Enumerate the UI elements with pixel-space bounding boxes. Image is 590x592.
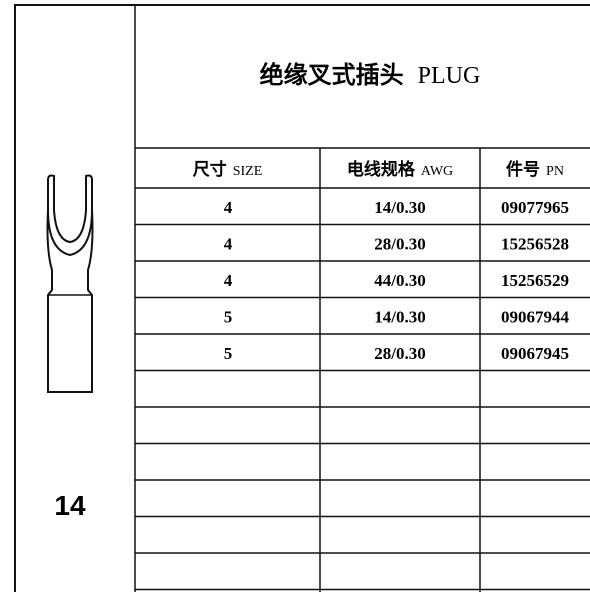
column-header: 件号 PN — [506, 159, 564, 180]
cell: 15256529 — [501, 271, 569, 290]
cell: 09067945 — [501, 344, 569, 363]
outer-border — [14, 4, 590, 592]
cell: 14/0.30 — [374, 198, 425, 217]
part-number: 14 — [54, 490, 86, 521]
column-header-en: PN — [546, 164, 564, 179]
cell: 4 — [224, 198, 233, 217]
column-header-zh: 件号 — [506, 159, 540, 180]
cell: 4 — [224, 271, 233, 290]
cell: 28/0.30 — [374, 344, 425, 363]
cell: 4 — [224, 235, 233, 254]
cell: 09077965 — [501, 198, 569, 217]
cell: 15256528 — [501, 235, 569, 254]
column-header-en: SIZE — [233, 164, 263, 179]
column-header-zh: 尺寸 — [193, 159, 227, 180]
spade-terminal-icon — [46, 174, 94, 393]
cell: 28/0.30 — [374, 235, 425, 254]
column-header-zh: 电线规格 — [347, 159, 416, 180]
title-en: PLUG — [418, 63, 481, 89]
cell: 5 — [224, 308, 233, 327]
title: 绝缘叉式插头 PLUG — [260, 61, 481, 89]
column-header: 尺寸 SIZE — [193, 159, 263, 180]
cell: 44/0.30 — [374, 271, 425, 290]
title-zh: 绝缘叉式插头 — [260, 61, 404, 89]
cell: 5 — [224, 344, 233, 363]
cell: 14/0.30 — [374, 308, 425, 327]
column-header: 电线规格 AWG — [347, 159, 453, 180]
cell: 09067944 — [501, 308, 570, 327]
column-header-en: AWG — [421, 164, 453, 179]
